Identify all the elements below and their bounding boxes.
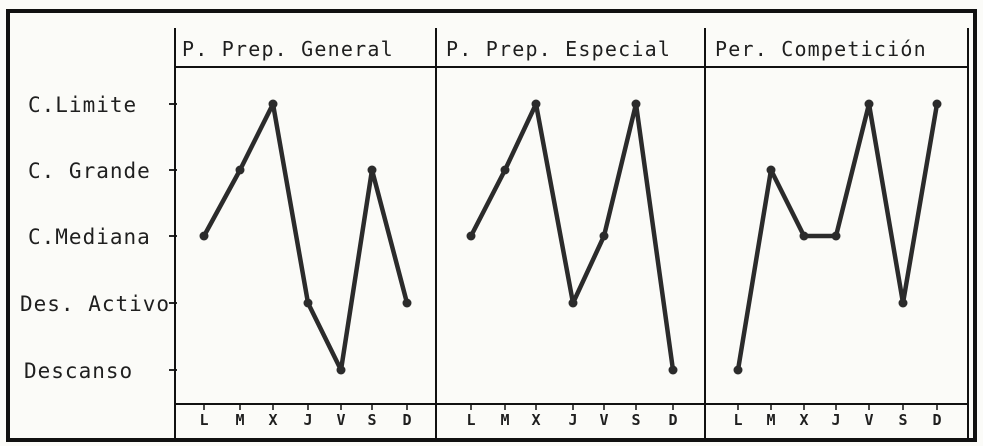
x-tick-label-1-1: L (199, 411, 208, 429)
x-tick-label-3-6: S (898, 411, 907, 429)
data-point-1-5 (336, 365, 346, 375)
x-tick-label-1-7: D (402, 411, 411, 429)
data-point-2-5 (599, 231, 609, 241)
x-tick-label-1-4: J (303, 411, 312, 429)
data-point-3-5 (864, 99, 874, 109)
x-tick-label-3-4: J (831, 411, 840, 429)
x-tick-label-2-3: X (531, 411, 540, 429)
series-line-1 (201, 101, 410, 373)
panel-title-2: P. Prep. Especial (446, 37, 671, 61)
series-lines (199, 99, 942, 375)
data-point-3-7 (932, 99, 942, 109)
panel-title-3: Per. Competición (715, 37, 927, 61)
y-label-2: C. Grande (28, 159, 151, 183)
data-point-2-3 (531, 99, 541, 109)
x-tick-label-3-5: V (864, 411, 873, 429)
data-point-2-4 (568, 298, 578, 308)
data-point-3-1 (733, 365, 743, 375)
data-point-1-6 (367, 165, 377, 175)
x-tick-label-3-3: X (799, 411, 808, 429)
x-tick-label-1-6: S (367, 411, 376, 429)
series-line-2 (468, 101, 676, 373)
x-tick-label-2-6: S (631, 411, 640, 429)
data-point-1-3 (268, 99, 278, 109)
chart-frame (6, 9, 977, 442)
outer-border (6, 9, 977, 442)
data-point-3-6 (898, 298, 908, 308)
data-point-2-6 (631, 99, 641, 109)
data-point-3-3 (799, 231, 809, 241)
data-point-3-2 (766, 165, 776, 175)
panel-titles: P. Prep. General P. Prep. Especial Per. Co… (182, 37, 927, 61)
data-point-1-2 (235, 165, 245, 175)
y-label-3: C.Mediana (28, 225, 151, 249)
y-label-5: Descanso (24, 359, 133, 383)
x-tick-label-1-3: X (268, 411, 277, 429)
x-tick-label-3-1: L (733, 411, 742, 429)
data-point-1-4 (303, 298, 313, 308)
x-tick-label-2-2: M (500, 411, 509, 429)
y-label-1: C.Limite (28, 93, 137, 117)
panel-title-1: P. Prep. General (182, 37, 394, 61)
x-tick-label-2-4: J (568, 411, 577, 429)
x-tick-label-2-1: L (466, 411, 475, 429)
data-point-2-7 (668, 365, 678, 375)
x-tick-label-3-7: D (932, 411, 941, 429)
data-point-2-1 (466, 231, 476, 241)
data-point-1-1 (199, 231, 209, 241)
x-tick-label-2-5: V (599, 411, 608, 429)
data-point-3-4 (831, 231, 841, 241)
x-tick-label-1-2: M (235, 411, 244, 429)
x-tick-label-3-2: M (766, 411, 775, 429)
data-point-2-2 (500, 165, 510, 175)
y-axis-labels: C.Limite C. Grande C.Mediana Des. Activo Des… (20, 93, 170, 383)
x-tick-label-2-7: D (668, 411, 677, 429)
y-label-4: Des. Activo (20, 292, 170, 316)
x-tick-label-1-5: V (336, 411, 345, 429)
data-point-1-7 (402, 298, 412, 308)
